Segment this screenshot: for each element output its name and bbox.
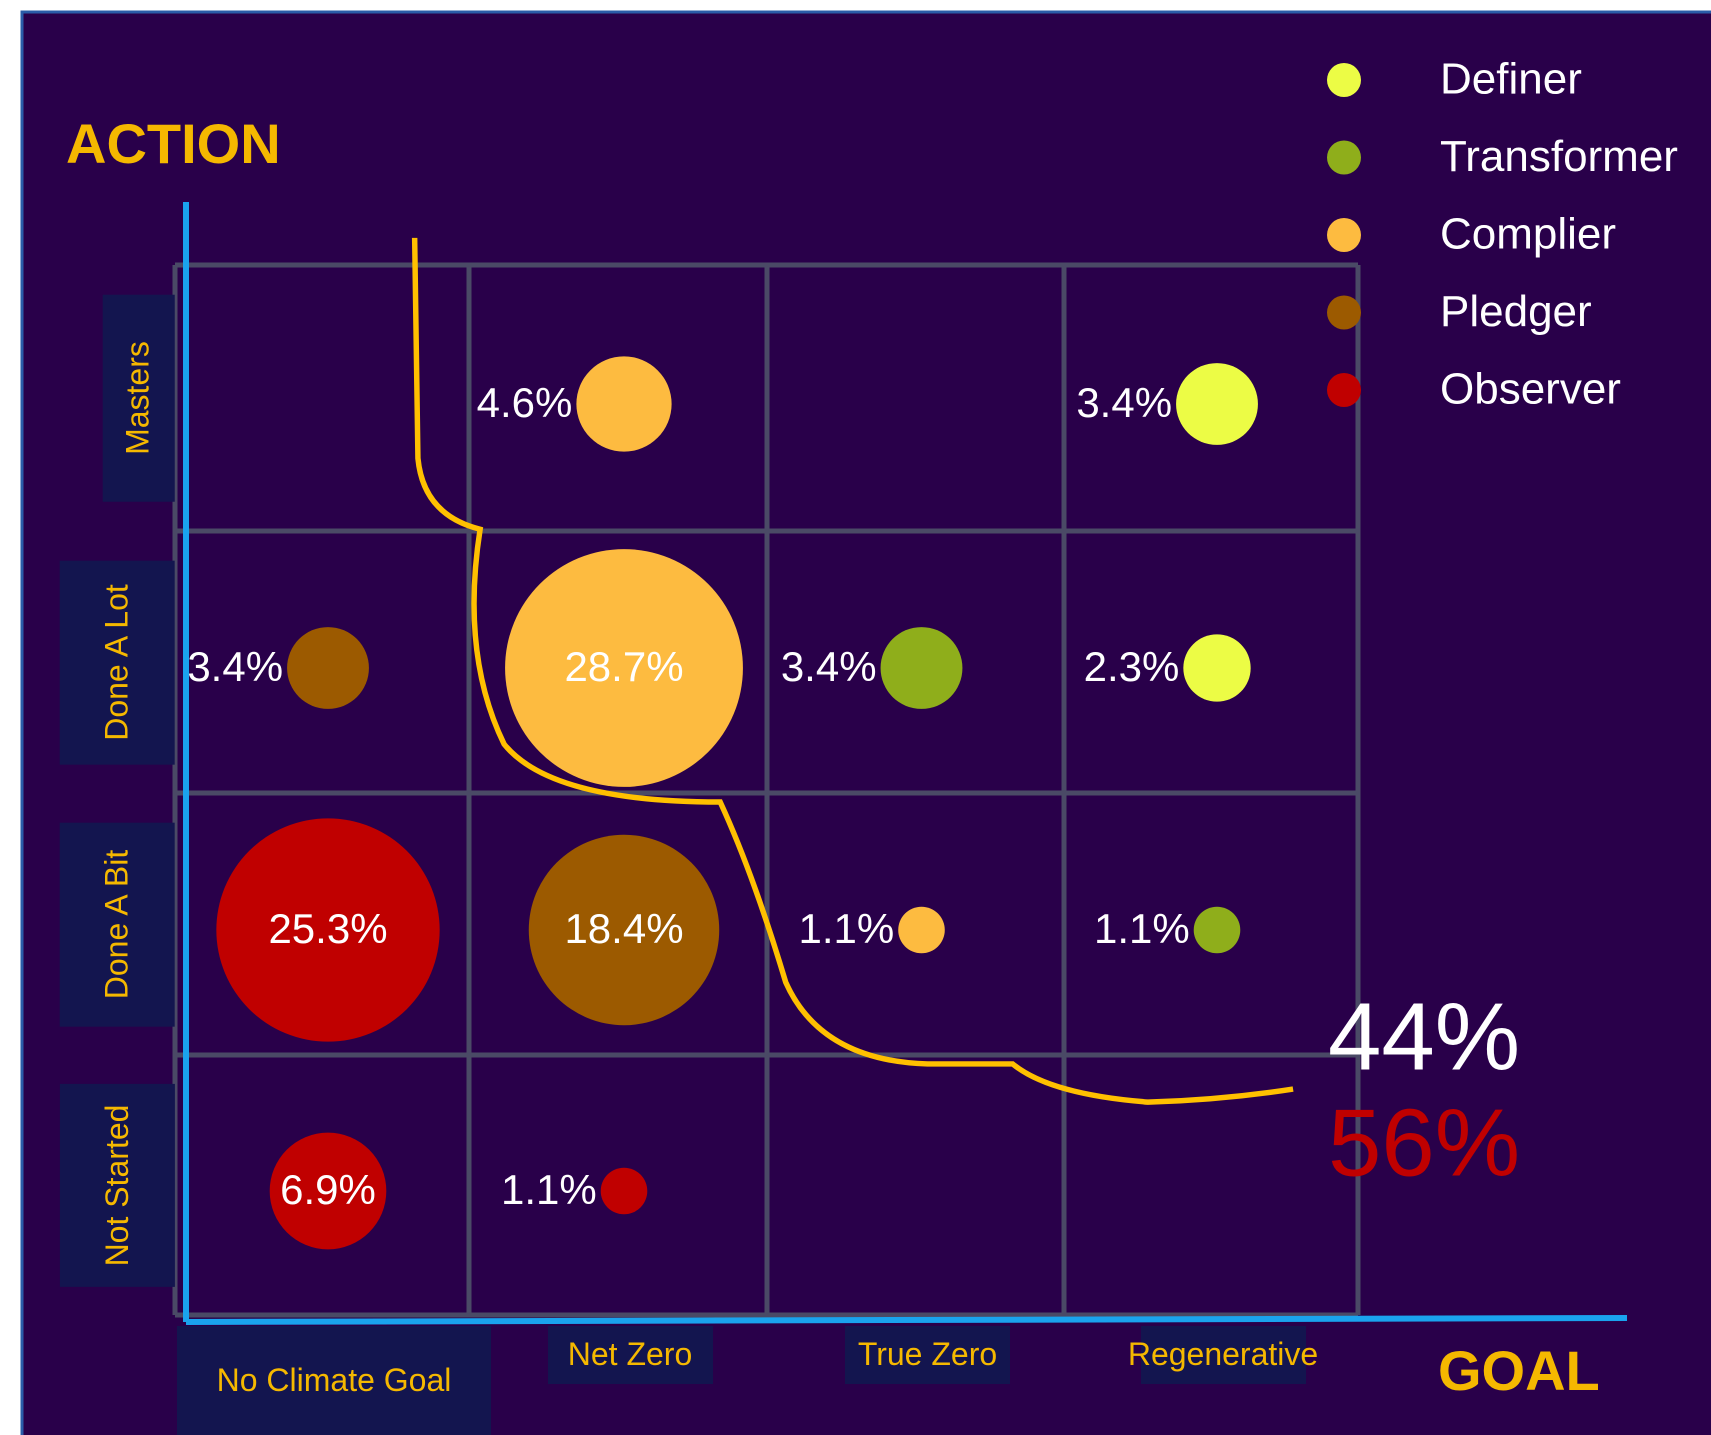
- data-label: 18.4%: [564, 905, 683, 952]
- chart-title: ACTION: [66, 112, 281, 175]
- data-label: 1.1%: [798, 905, 894, 952]
- data-label: 28.7%: [564, 643, 683, 690]
- y-tick-label: Done A Lot: [59, 559, 175, 765]
- bubble: [898, 906, 945, 954]
- x-tick-label: True Zero: [845, 1326, 1010, 1384]
- data-label: 1.1%: [501, 1166, 597, 1213]
- bubble: [1183, 634, 1251, 702]
- bubble: [1193, 906, 1241, 954]
- bubble: [1176, 363, 1258, 445]
- bubble: [528, 834, 720, 1026]
- y-tick-label: Not Started: [59, 1083, 175, 1287]
- divider-curve: [411, 237, 1294, 1105]
- legend-marker: [1327, 295, 1361, 330]
- legend-marker: [1327, 63, 1361, 97]
- curve: [411, 237, 1294, 1105]
- legend-label: Transformer: [1440, 132, 1678, 181]
- legend-label: Definer: [1440, 55, 1582, 104]
- data-label: 25.3%: [268, 905, 387, 952]
- annotation: 56%: [1328, 1089, 1520, 1196]
- legend-marker: [1327, 218, 1361, 252]
- data-label: 3.4%: [187, 643, 283, 690]
- bubble: [880, 627, 963, 709]
- y-tick-label: Masters: [102, 294, 175, 502]
- x-axis-title: GOAL: [1438, 1339, 1600, 1402]
- x-tick-label: Net Zero: [547, 1326, 713, 1384]
- data-label: 6.9%: [280, 1166, 376, 1213]
- data-label: 4.6%: [477, 379, 573, 426]
- bubble: [216, 818, 440, 1042]
- data-label: 2.3%: [1084, 643, 1180, 690]
- legend-label: Observer: [1440, 365, 1621, 414]
- bubble: [287, 627, 369, 709]
- legend-marker: [1327, 140, 1361, 175]
- annotation: 44%: [1328, 983, 1520, 1090]
- grid: [172, 262, 1361, 1318]
- y-tick-label: Done A Bit: [59, 821, 175, 1027]
- data-label: 3.4%: [781, 643, 877, 690]
- bubble: [576, 356, 672, 452]
- legend-label: Complier: [1440, 210, 1616, 259]
- legend-label: Pledger: [1440, 287, 1592, 336]
- bubble: [505, 549, 743, 787]
- x-axis: [185, 1315, 1628, 1325]
- data-label: 1.1%: [1094, 905, 1190, 952]
- x-tick-label: Regenerative: [1128, 1326, 1318, 1384]
- bubble: [600, 1167, 648, 1215]
- legend-marker: [1327, 373, 1361, 407]
- data-label: 3.4%: [1076, 379, 1172, 426]
- x-tick-label: No Climate Goal: [177, 1326, 491, 1435]
- bubble: [269, 1132, 387, 1250]
